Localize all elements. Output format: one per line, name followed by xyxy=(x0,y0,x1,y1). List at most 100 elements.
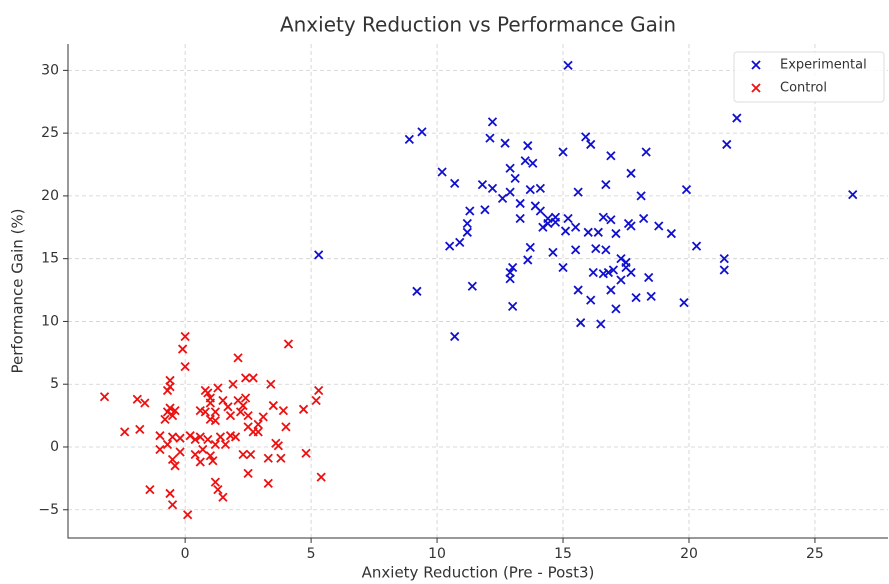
point xyxy=(616,275,626,285)
point xyxy=(505,274,515,284)
point xyxy=(167,432,178,442)
point xyxy=(170,461,180,471)
point xyxy=(177,344,188,354)
point xyxy=(520,156,530,166)
y-tick-label: 0 xyxy=(50,439,59,455)
point xyxy=(719,254,729,264)
point xyxy=(535,206,545,216)
point xyxy=(487,183,498,194)
point xyxy=(719,265,729,275)
point xyxy=(240,393,251,403)
y-tick-label: 10 xyxy=(41,313,59,329)
point xyxy=(601,245,611,255)
point xyxy=(238,449,248,460)
point xyxy=(263,453,273,463)
point xyxy=(487,117,498,127)
point xyxy=(195,432,205,442)
legend-box xyxy=(733,51,885,103)
chart-title: Anxiety Reduction vs Performance Gain xyxy=(280,13,676,37)
y-axis-label: Performance Gain (%) xyxy=(9,208,27,373)
point xyxy=(190,434,200,445)
point xyxy=(510,173,520,183)
point xyxy=(417,127,427,137)
point xyxy=(228,379,238,389)
point xyxy=(500,138,510,148)
point xyxy=(601,179,611,190)
y-tick-label: 25 xyxy=(41,125,59,141)
y-tick-label: 5 xyxy=(50,376,59,392)
point xyxy=(316,472,326,482)
point xyxy=(636,191,646,201)
point xyxy=(455,237,465,247)
point xyxy=(535,183,545,194)
point xyxy=(198,444,208,455)
point xyxy=(248,373,258,383)
point xyxy=(477,179,488,190)
point xyxy=(570,222,581,232)
point xyxy=(588,267,598,278)
point xyxy=(165,488,175,499)
point xyxy=(208,456,218,466)
point xyxy=(170,405,180,416)
point xyxy=(203,434,213,445)
point xyxy=(210,477,221,487)
x-tick-label: 15 xyxy=(554,546,572,562)
point xyxy=(598,212,608,222)
point xyxy=(246,449,256,460)
point xyxy=(563,213,573,224)
point xyxy=(450,178,460,188)
point xyxy=(445,241,455,251)
point xyxy=(462,218,472,229)
point xyxy=(591,243,601,254)
point xyxy=(525,184,535,195)
point xyxy=(626,267,636,278)
point xyxy=(235,407,246,417)
point xyxy=(679,297,689,308)
point xyxy=(203,388,213,398)
point xyxy=(140,398,150,408)
point xyxy=(220,439,231,450)
point xyxy=(155,431,165,441)
point xyxy=(404,134,414,145)
point xyxy=(558,262,568,273)
point xyxy=(120,427,130,437)
point xyxy=(576,318,586,328)
point xyxy=(183,510,193,520)
x-tick-label: 25 xyxy=(806,546,824,562)
y-tick-label: 30 xyxy=(41,62,59,78)
point xyxy=(462,227,472,237)
point xyxy=(606,285,616,295)
point xyxy=(412,286,422,296)
point xyxy=(218,492,228,502)
point xyxy=(586,139,596,150)
point xyxy=(223,402,233,412)
point xyxy=(626,168,636,178)
point xyxy=(175,447,185,457)
point xyxy=(240,373,251,383)
point xyxy=(639,213,649,224)
point xyxy=(190,449,200,460)
point xyxy=(210,415,221,426)
legend-label: Control xyxy=(780,81,827,96)
point xyxy=(608,265,619,275)
x-tick-label: 10 xyxy=(428,546,446,562)
point xyxy=(505,163,515,173)
point xyxy=(497,193,508,204)
point xyxy=(230,432,241,442)
x-tick-label: 5 xyxy=(307,546,316,562)
point xyxy=(162,439,173,450)
x-axis-label: Anxiety Reduction (Pre - Post3) xyxy=(362,564,595,582)
point xyxy=(210,407,221,417)
point xyxy=(278,405,289,416)
point xyxy=(558,147,568,157)
point xyxy=(583,227,593,237)
point xyxy=(560,226,571,236)
point xyxy=(593,227,603,237)
point xyxy=(266,379,276,389)
point xyxy=(603,267,614,278)
point xyxy=(626,221,636,231)
point xyxy=(162,385,173,396)
point xyxy=(167,454,178,465)
point xyxy=(515,198,525,209)
legend-label: Experimental xyxy=(780,58,867,73)
